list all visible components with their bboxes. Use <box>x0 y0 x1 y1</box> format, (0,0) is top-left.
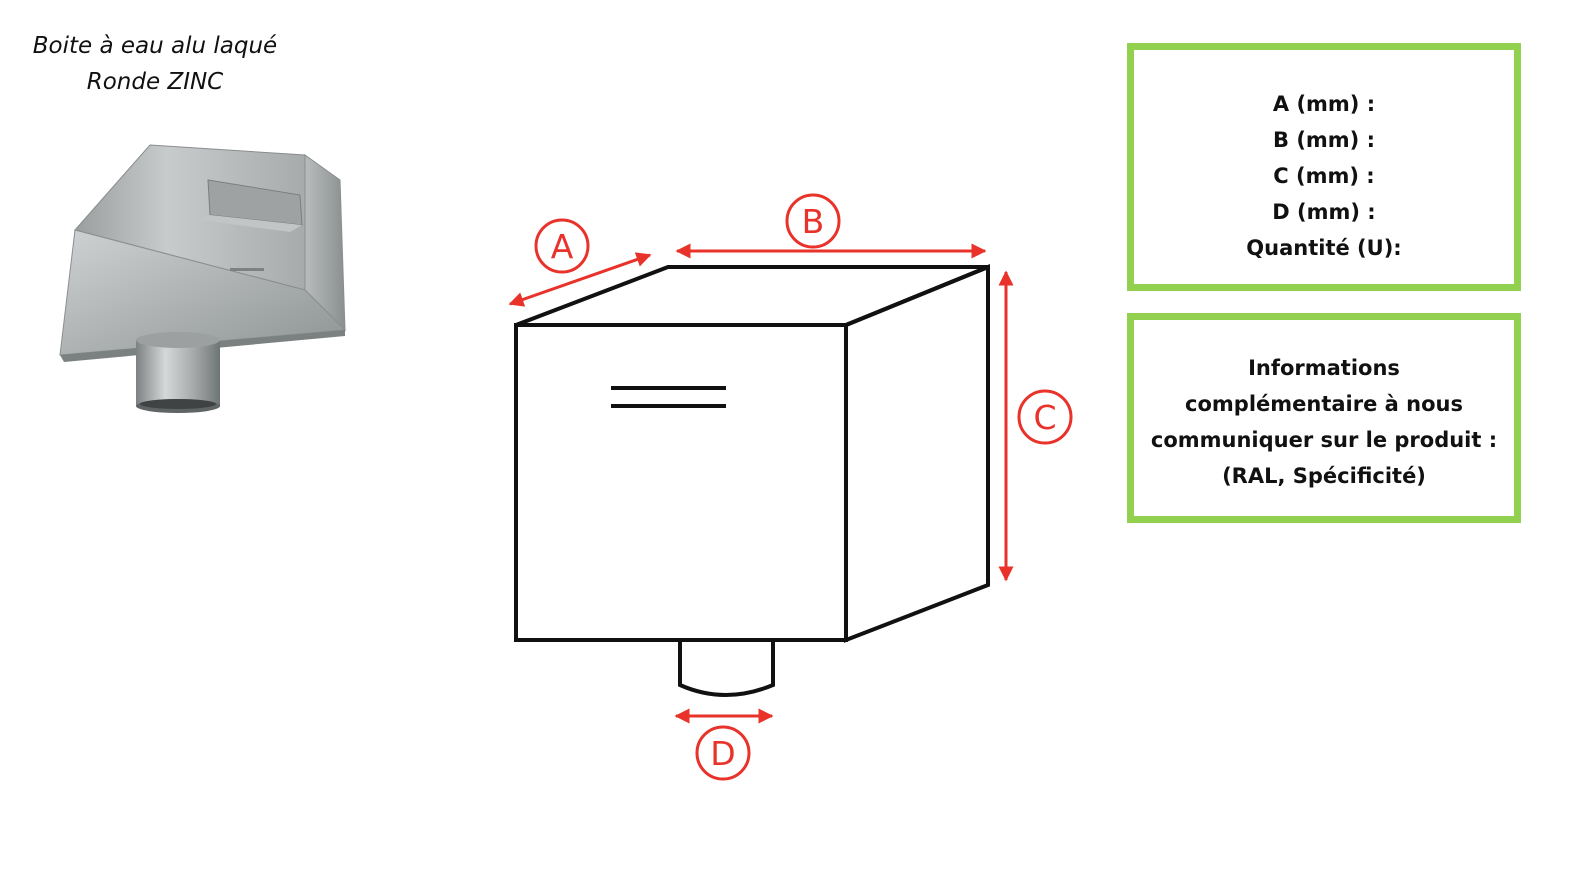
dimension-d-circle <box>695 725 751 781</box>
dimension-c-label: C <box>1033 398 1056 437</box>
dimensions-box: A (mm) : B (mm) : C (mm) : D (mm) : Quan… <box>1127 43 1521 291</box>
dimension-a-label: A <box>551 227 574 266</box>
dimension-a: A <box>508 218 652 307</box>
dimension-a-field-label: A (mm) : <box>1272 92 1376 116</box>
dimension-b-label: B <box>802 202 825 241</box>
quantity-field-label: Quantité (U): <box>1246 236 1402 260</box>
dimension-c: C <box>998 270 1073 582</box>
dimension-b-field-label: B (mm) : <box>1273 128 1375 152</box>
dimension-c-circle <box>1017 389 1073 445</box>
dimension-a-arrow <box>508 252 652 307</box>
dimension-c-field-label: C (mm) : <box>1273 164 1375 188</box>
downpipe <box>678 642 775 697</box>
dimension-b: B <box>675 193 987 259</box>
dimension-d-field-label: D (mm) : <box>1272 200 1376 224</box>
additional-info-box: Informations complémentaire à nous commu… <box>1127 313 1521 523</box>
box-outline <box>514 264 990 643</box>
box-front-face <box>514 323 848 642</box>
dimension-d-label: D <box>710 734 735 773</box>
product-caption-line-2: Ronde ZINC <box>86 69 224 95</box>
dimension-a-circle <box>534 218 590 274</box>
product-caption-line-1: Boite à eau alu laqué <box>32 33 278 59</box>
product-photo <box>59 144 347 413</box>
box-side-face <box>844 264 990 643</box>
info-line-1: Informations <box>1248 356 1400 380</box>
dimension-d: D <box>674 708 774 781</box>
product-caption: Boite à eau alu laqué Ronde ZINC <box>0 28 310 100</box>
info-line-2: complémentaire à nous <box>1185 392 1463 416</box>
info-line-3: communiquer sur le produit : <box>1150 428 1498 452</box>
overflow-slot <box>611 386 726 408</box>
water-box-diagram: A B C D <box>508 193 1073 781</box>
info-line-4: (RAL, Spécificité) <box>1222 464 1426 488</box>
dimension-b-circle <box>785 193 841 249</box>
